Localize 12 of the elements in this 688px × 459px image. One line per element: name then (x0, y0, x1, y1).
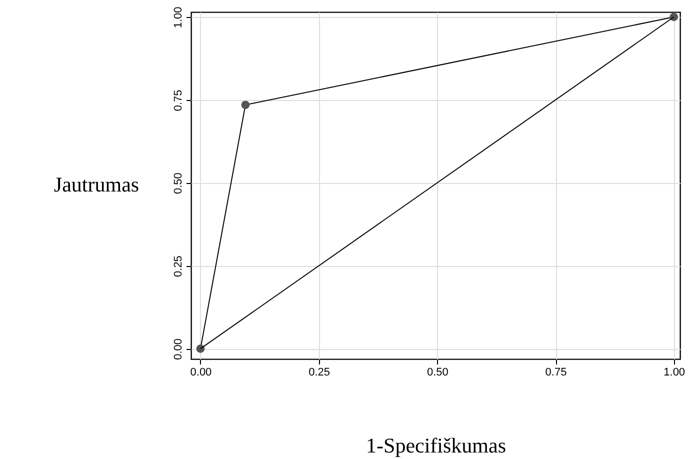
x-tick-label: 0.75 (545, 366, 567, 378)
y-tick-label: 0.00 (172, 338, 184, 360)
x-axis-title: 1-Specifiškumas (366, 434, 506, 458)
x-tick-label: 0.50 (426, 366, 448, 378)
y-tick-label: 0.25 (172, 256, 184, 277)
x-tick-label: 1.00 (664, 366, 686, 378)
y-tick-label: 0.50 (172, 172, 184, 194)
y-axis-title: Jautrumas (54, 172, 140, 196)
y-tick-label: 0.75 (172, 90, 184, 112)
x-tick-label: 0.00 (190, 366, 212, 378)
y-tick-label: 1.00 (172, 6, 184, 28)
x-tick-label: 0.25 (308, 366, 330, 378)
